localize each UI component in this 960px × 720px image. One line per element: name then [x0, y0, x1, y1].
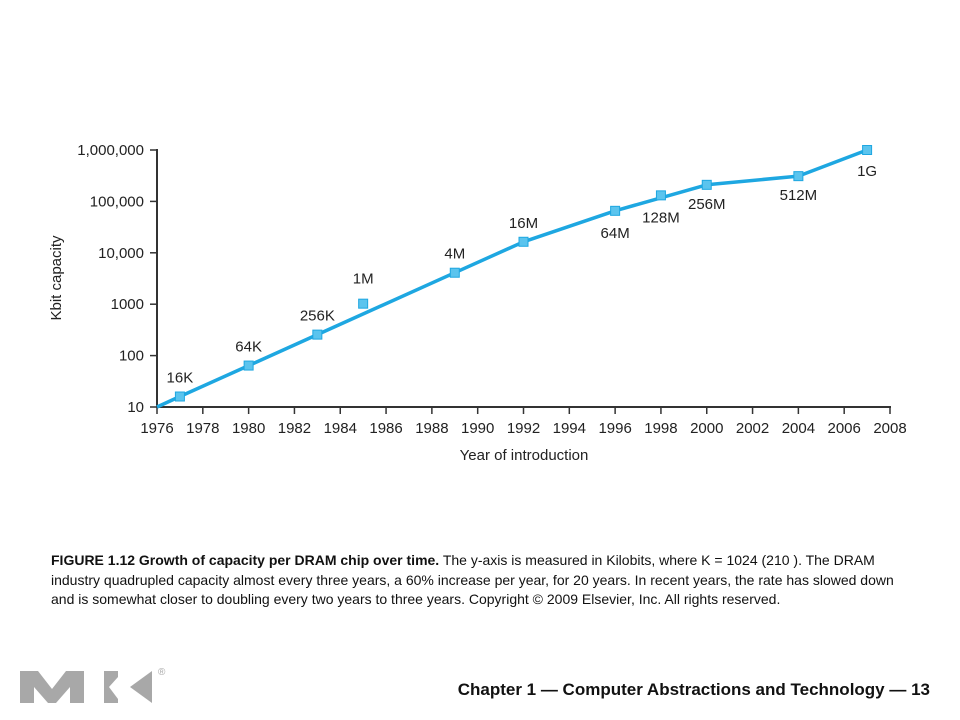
- data-point: [449, 267, 460, 278]
- x-tick-label: 1976: [140, 420, 173, 437]
- y-axis-ticks: 10 100 1000 10,000 100,000 1,000,000: [77, 142, 157, 416]
- x-tick-label: 2000: [690, 420, 723, 437]
- y-tick-label: 100: [119, 348, 144, 365]
- data-label: 1G: [857, 163, 877, 180]
- x-tick-label: 1992: [507, 420, 540, 437]
- data-point: [793, 171, 804, 182]
- series-line: [156, 148, 868, 409]
- mk-logo-icon: [20, 671, 152, 703]
- data-point: [243, 360, 254, 371]
- x-tick-label: 1998: [644, 420, 677, 437]
- data-label: 64M: [601, 225, 630, 242]
- y-tick-label: 1,000,000: [77, 142, 144, 159]
- x-tick-label: 1994: [553, 420, 586, 437]
- data-label: 128M: [642, 209, 680, 226]
- data-label: 16M: [509, 215, 538, 232]
- registered-mark: ®: [158, 667, 166, 678]
- data-label: 1M: [353, 271, 374, 288]
- x-tick-label: 1984: [324, 420, 357, 437]
- caption-title: FIGURE 1.12 Growth of capacity per DRAM …: [51, 552, 440, 568]
- data-point: [174, 391, 185, 402]
- data-point: [312, 329, 323, 340]
- x-tick-label: 2008: [873, 420, 906, 437]
- data-point: [518, 236, 529, 247]
- y-axis-title: Kbit capacity: [48, 235, 65, 321]
- x-tick-label: 1978: [186, 420, 219, 437]
- data-point: [655, 190, 666, 201]
- data-label: 64K: [235, 339, 262, 356]
- data-point: [358, 298, 369, 309]
- data-label: 256M: [688, 196, 726, 213]
- y-tick-label: 10: [127, 399, 144, 416]
- x-axis-title: Year of introduction: [460, 447, 589, 464]
- y-tick-label: 1000: [111, 296, 144, 313]
- x-tick-label: 1996: [598, 420, 631, 437]
- figure-caption: FIGURE 1.12 Growth of capacity per DRAM …: [51, 551, 921, 610]
- x-tick-label: 2002: [736, 420, 769, 437]
- series: 16K 64K 256K 1M 4M 16M 64M 128M 256M 512M 1G: [156, 145, 877, 409]
- data-point: [701, 179, 712, 190]
- data-point: [610, 205, 621, 216]
- mk-logo: ®: [20, 667, 166, 703]
- slide-footer: Chapter 1 — Computer Abstractions and Te…: [457, 680, 930, 699]
- x-axis-ticks: 1976 1978 1980 1982 1984 1986 1988 1990 1992 1994…: [140, 407, 907, 437]
- x-tick-label: 1988: [415, 420, 448, 437]
- caption-text: The y-axis is measured in Kilobits, wher…: [51, 552, 894, 607]
- dram-capacity-chart: 1976 1978 1980 1982 1984 1986 1988 1990 1992 1994…: [48, 142, 907, 464]
- data-label: 16K: [167, 370, 194, 387]
- data-point: [862, 145, 873, 155]
- x-tick-label: 1980: [232, 420, 265, 437]
- x-tick-label: 1986: [369, 420, 402, 437]
- x-tick-label: 2004: [782, 420, 815, 437]
- x-tick-label: 1990: [461, 420, 494, 437]
- data-label: 4M: [444, 246, 465, 263]
- y-tick-label: 100,000: [90, 193, 144, 210]
- y-tick-label: 10,000: [98, 245, 144, 262]
- data-label: 512M: [780, 187, 818, 204]
- data-label: 256K: [300, 308, 335, 325]
- x-tick-label: 2006: [828, 420, 861, 437]
- x-tick-label: 1982: [278, 420, 311, 437]
